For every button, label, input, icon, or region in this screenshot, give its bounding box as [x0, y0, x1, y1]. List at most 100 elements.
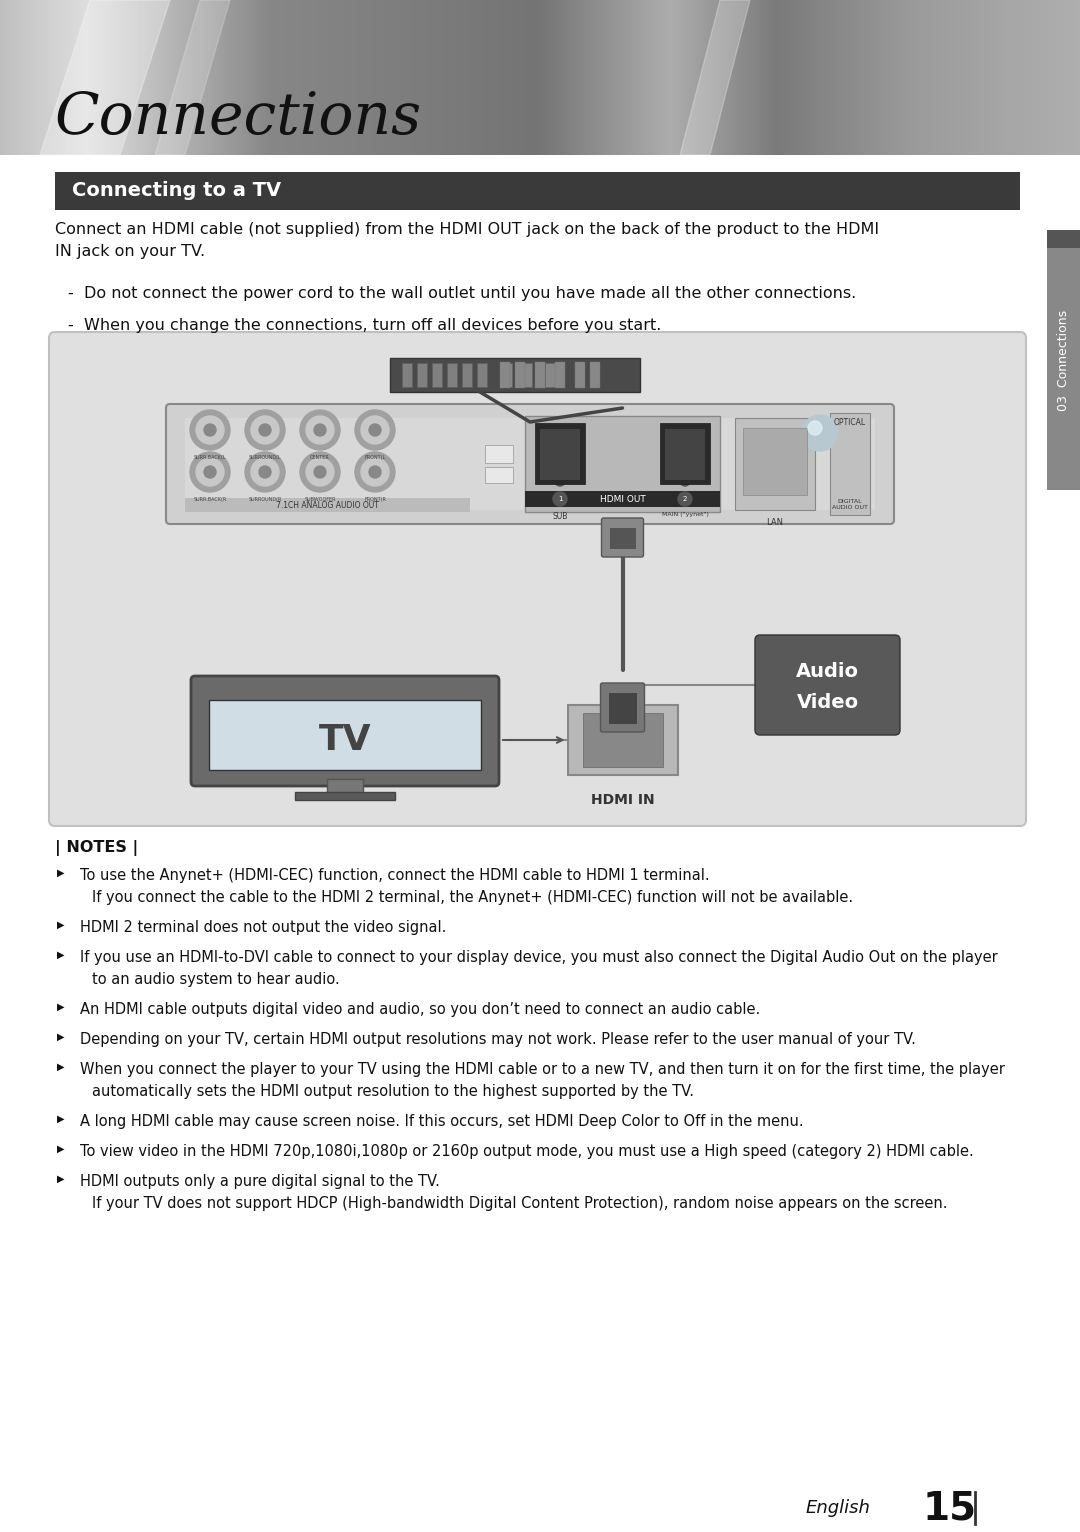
Circle shape: [808, 421, 822, 435]
Text: 1: 1: [557, 496, 563, 502]
Text: Depending on your TV, certain HDMI output resolutions may not work. Please refer: Depending on your TV, certain HDMI outpu…: [80, 1033, 916, 1046]
Circle shape: [259, 466, 271, 478]
Bar: [327, 778, 363, 795]
Text: Connections: Connections: [55, 90, 422, 146]
Bar: [567, 705, 677, 775]
Circle shape: [245, 411, 285, 450]
Circle shape: [680, 476, 690, 486]
Text: Audio: Audio: [796, 662, 859, 682]
Circle shape: [369, 466, 381, 478]
Text: SUB: SUB: [552, 512, 568, 521]
Text: ▶: ▶: [57, 950, 65, 961]
Bar: [500, 362, 510, 388]
Text: SURROUND(R: SURROUND(R: [248, 496, 282, 502]
Bar: [582, 712, 662, 768]
Bar: [535, 423, 585, 484]
Circle shape: [369, 424, 381, 437]
Text: ▶: ▶: [57, 1114, 65, 1124]
Text: FRONT(L: FRONT(L: [364, 455, 386, 460]
Text: HDMI 2 terminal does not output the video signal.: HDMI 2 terminal does not output the vide…: [80, 921, 446, 935]
Text: -  Do not connect the power cord to the wall outlet until you have made all the : - Do not connect the power cord to the w…: [68, 286, 856, 300]
Bar: [417, 363, 427, 388]
Text: 03  Connections: 03 Connections: [1057, 309, 1070, 411]
FancyBboxPatch shape: [191, 676, 499, 786]
Bar: [743, 427, 807, 495]
Text: 7.1CH ANALOG AUDIO OUT: 7.1CH ANALOG AUDIO OUT: [275, 501, 378, 510]
Polygon shape: [40, 0, 170, 155]
Text: MAIN ("yynet"): MAIN ("yynet"): [662, 512, 708, 516]
Bar: [390, 358, 640, 392]
Text: ▶: ▶: [57, 1002, 65, 1013]
Text: CENTER: CENTER: [310, 455, 329, 460]
Text: 2: 2: [683, 496, 687, 502]
Bar: [1047, 230, 1080, 248]
Bar: [525, 490, 720, 507]
Circle shape: [314, 466, 326, 478]
Text: Video: Video: [796, 694, 859, 712]
Circle shape: [259, 424, 271, 437]
Bar: [535, 362, 545, 388]
Bar: [735, 418, 815, 510]
Text: When you connect the player to your TV using the HDMI cable or to a new TV, and : When you connect the player to your TV u…: [80, 1062, 1004, 1077]
Text: If your TV does not support HDCP (High-bandwidth Digital Content Protection), ra: If your TV does not support HDCP (High-b…: [92, 1196, 947, 1210]
Bar: [55, 172, 1020, 210]
Circle shape: [300, 411, 340, 450]
Circle shape: [314, 424, 326, 437]
Polygon shape: [680, 0, 750, 155]
Text: A long HDMI cable may cause screen noise. If this occurs, set HDMI Deep Color to: A long HDMI cable may cause screen noise…: [80, 1114, 804, 1129]
Text: OPTICAL: OPTICAL: [834, 418, 866, 427]
Bar: [665, 429, 705, 480]
Circle shape: [245, 452, 285, 492]
Circle shape: [204, 466, 216, 478]
Text: to an audio system to hear audio.: to an audio system to hear audio.: [92, 971, 340, 987]
Bar: [660, 423, 710, 484]
Bar: [485, 444, 513, 463]
Text: SURR.BACK(L: SURR.BACK(L: [193, 455, 227, 460]
Bar: [185, 418, 875, 510]
FancyBboxPatch shape: [166, 404, 894, 524]
Bar: [462, 363, 472, 388]
Text: Connect an HDMI cable (not supplied) from the HDMI OUT jack on the back of the p: Connect an HDMI cable (not supplied) fro…: [55, 222, 879, 259]
FancyBboxPatch shape: [600, 683, 645, 732]
Circle shape: [251, 458, 279, 486]
Circle shape: [361, 458, 389, 486]
Circle shape: [361, 417, 389, 444]
Circle shape: [190, 452, 230, 492]
Bar: [575, 362, 585, 388]
Circle shape: [802, 415, 838, 450]
Circle shape: [355, 452, 395, 492]
Circle shape: [306, 458, 334, 486]
Bar: [485, 467, 513, 483]
Text: ▶: ▶: [57, 1062, 65, 1072]
Text: If you use an HDMI-to-DVI cable to connect to your display device, you must also: If you use an HDMI-to-DVI cable to conne…: [80, 950, 998, 965]
Text: ▶: ▶: [57, 1033, 65, 1042]
Circle shape: [553, 492, 567, 506]
Text: ▶: ▶: [57, 869, 65, 878]
Bar: [500, 363, 512, 388]
Circle shape: [251, 417, 279, 444]
Bar: [831, 414, 870, 515]
Bar: [477, 363, 487, 388]
Circle shape: [555, 476, 565, 486]
FancyBboxPatch shape: [755, 634, 900, 735]
Bar: [515, 362, 525, 388]
Bar: [590, 362, 600, 388]
Bar: [432, 363, 442, 388]
Bar: [519, 363, 532, 388]
Circle shape: [190, 411, 230, 450]
Bar: [402, 363, 411, 388]
Text: Connecting to a TV: Connecting to a TV: [72, 181, 281, 201]
Text: 15: 15: [923, 1489, 977, 1527]
Polygon shape: [156, 0, 230, 155]
Text: | NOTES |: | NOTES |: [55, 840, 138, 856]
Text: TV: TV: [319, 723, 372, 757]
Bar: [1047, 248, 1080, 490]
Circle shape: [678, 492, 692, 506]
Circle shape: [195, 458, 224, 486]
Circle shape: [306, 417, 334, 444]
Text: An HDMI cable outputs digital video and audio, so you don’t need to connect an a: An HDMI cable outputs digital video and …: [80, 1002, 760, 1017]
Text: FRONT(R: FRONT(R: [364, 496, 386, 502]
Bar: [555, 362, 565, 388]
Text: If you connect the cable to the HDMI 2 terminal, the Anynet+ (HDMI-CEC) function: If you connect the cable to the HDMI 2 t…: [92, 890, 853, 905]
Text: SURROUND(L: SURROUND(L: [248, 455, 282, 460]
